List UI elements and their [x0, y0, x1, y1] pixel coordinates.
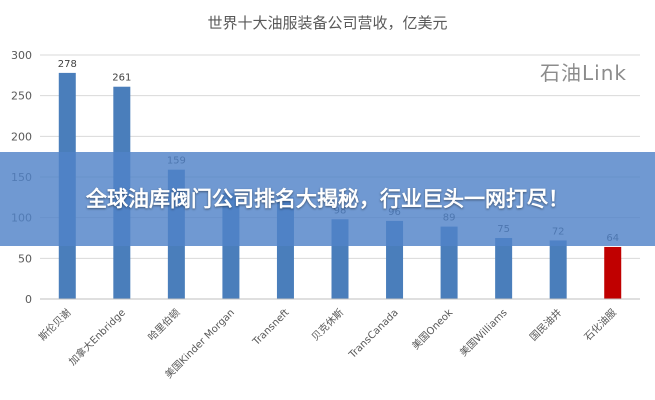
x-tick-label: 美国Oneok — [409, 306, 455, 352]
x-tick-label: 哈里伯顿 — [145, 306, 182, 343]
bar — [549, 240, 567, 299]
bar — [604, 246, 622, 299]
x-tick-label: 斯伦贝谢 — [36, 306, 73, 343]
x-tick-label: 石化油服 — [581, 306, 618, 343]
x-tick-label: 美国Williams — [457, 306, 510, 359]
data-label: 278 — [58, 59, 77, 70]
x-tick-label: 国民油井 — [527, 306, 564, 343]
y-tick-label: 50 — [18, 252, 32, 265]
x-tick-label: TransCanada — [347, 307, 401, 361]
x-tick-label: Transneft — [250, 307, 291, 348]
y-tick-label: 250 — [11, 90, 32, 103]
y-tick-label: 0 — [25, 293, 32, 306]
bar — [495, 238, 513, 299]
chart-title: 世界十大油服装备公司营收，亿美元 — [207, 14, 448, 32]
watermark-logo: 石油Link — [540, 61, 627, 85]
data-label: 261 — [112, 73, 131, 84]
x-tick-label: 贝克休斯 — [309, 306, 346, 343]
headline-text: 全球油库阀门公司排名大揭秘，行业巨头一网打尽！ — [86, 187, 569, 211]
y-tick-label: 200 — [11, 130, 32, 143]
y-tick-label: 300 — [11, 49, 32, 62]
headline-banner: 全球油库阀门公司排名大揭秘，行业巨头一网打尽！ — [0, 152, 655, 246]
x-tick-label: 加拿大Enbridge — [66, 306, 128, 368]
